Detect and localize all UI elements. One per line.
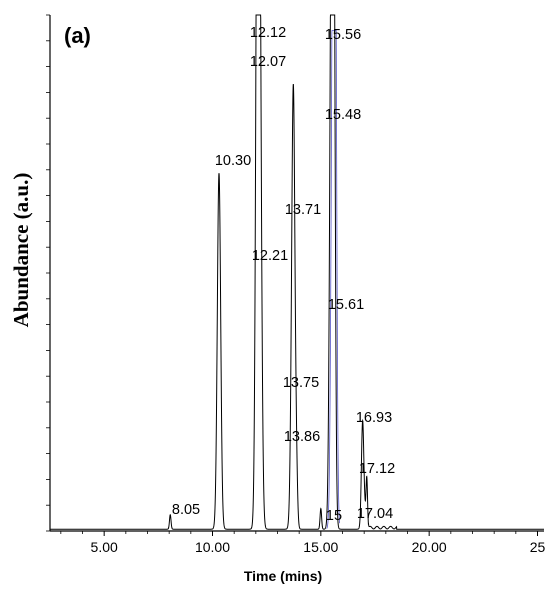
y-axis-title: Abundance (a.u.) (9, 173, 33, 328)
peak-label: 10.30 (215, 153, 251, 169)
chromatogram-trace-overlay (326, 30, 340, 529)
peak-label: 16.93 (356, 410, 392, 426)
chromatogram-trace (50, 14, 544, 530)
x-tick-label: 5.00 (91, 539, 118, 555)
peak-label: 13.86 (284, 429, 320, 445)
peak-label: 15 (326, 508, 342, 524)
x-tick-label: 20.00 (412, 539, 447, 555)
peak-label: 13.75 (283, 375, 319, 391)
x-axis-title: Time (mins) (244, 568, 322, 584)
x-tick-label: 10.00 (195, 539, 230, 555)
peak-label: 15.56 (325, 27, 361, 43)
x-tick-label: 15.00 (303, 539, 338, 555)
peak-label: 12.12 (250, 25, 286, 41)
peak-label: 15.61 (328, 297, 364, 313)
peak-label: 12.07 (250, 54, 286, 70)
peak-label: 13.71 (285, 202, 321, 218)
x-ticks: 5.00 10.00 15.00 20.00 25 (60, 531, 546, 555)
peak-label: 8.05 (172, 502, 200, 518)
peak-labels: 8.05 10.30 12.07 12.12 12.21 13.71 13.75 13.86 1… (172, 25, 395, 524)
peak-label: 17.12 (359, 461, 395, 477)
axes: 5.00 10.00 15.00 20.00 25 (46, 14, 546, 555)
y-ticks (46, 14, 50, 532)
peak-label: 17.04 (357, 506, 393, 522)
peak-label: 15.48 (325, 107, 361, 123)
peak-label: 12.21 (252, 248, 288, 264)
panel-label: (a) (64, 23, 91, 48)
x-tick-label: 25 (530, 539, 546, 555)
